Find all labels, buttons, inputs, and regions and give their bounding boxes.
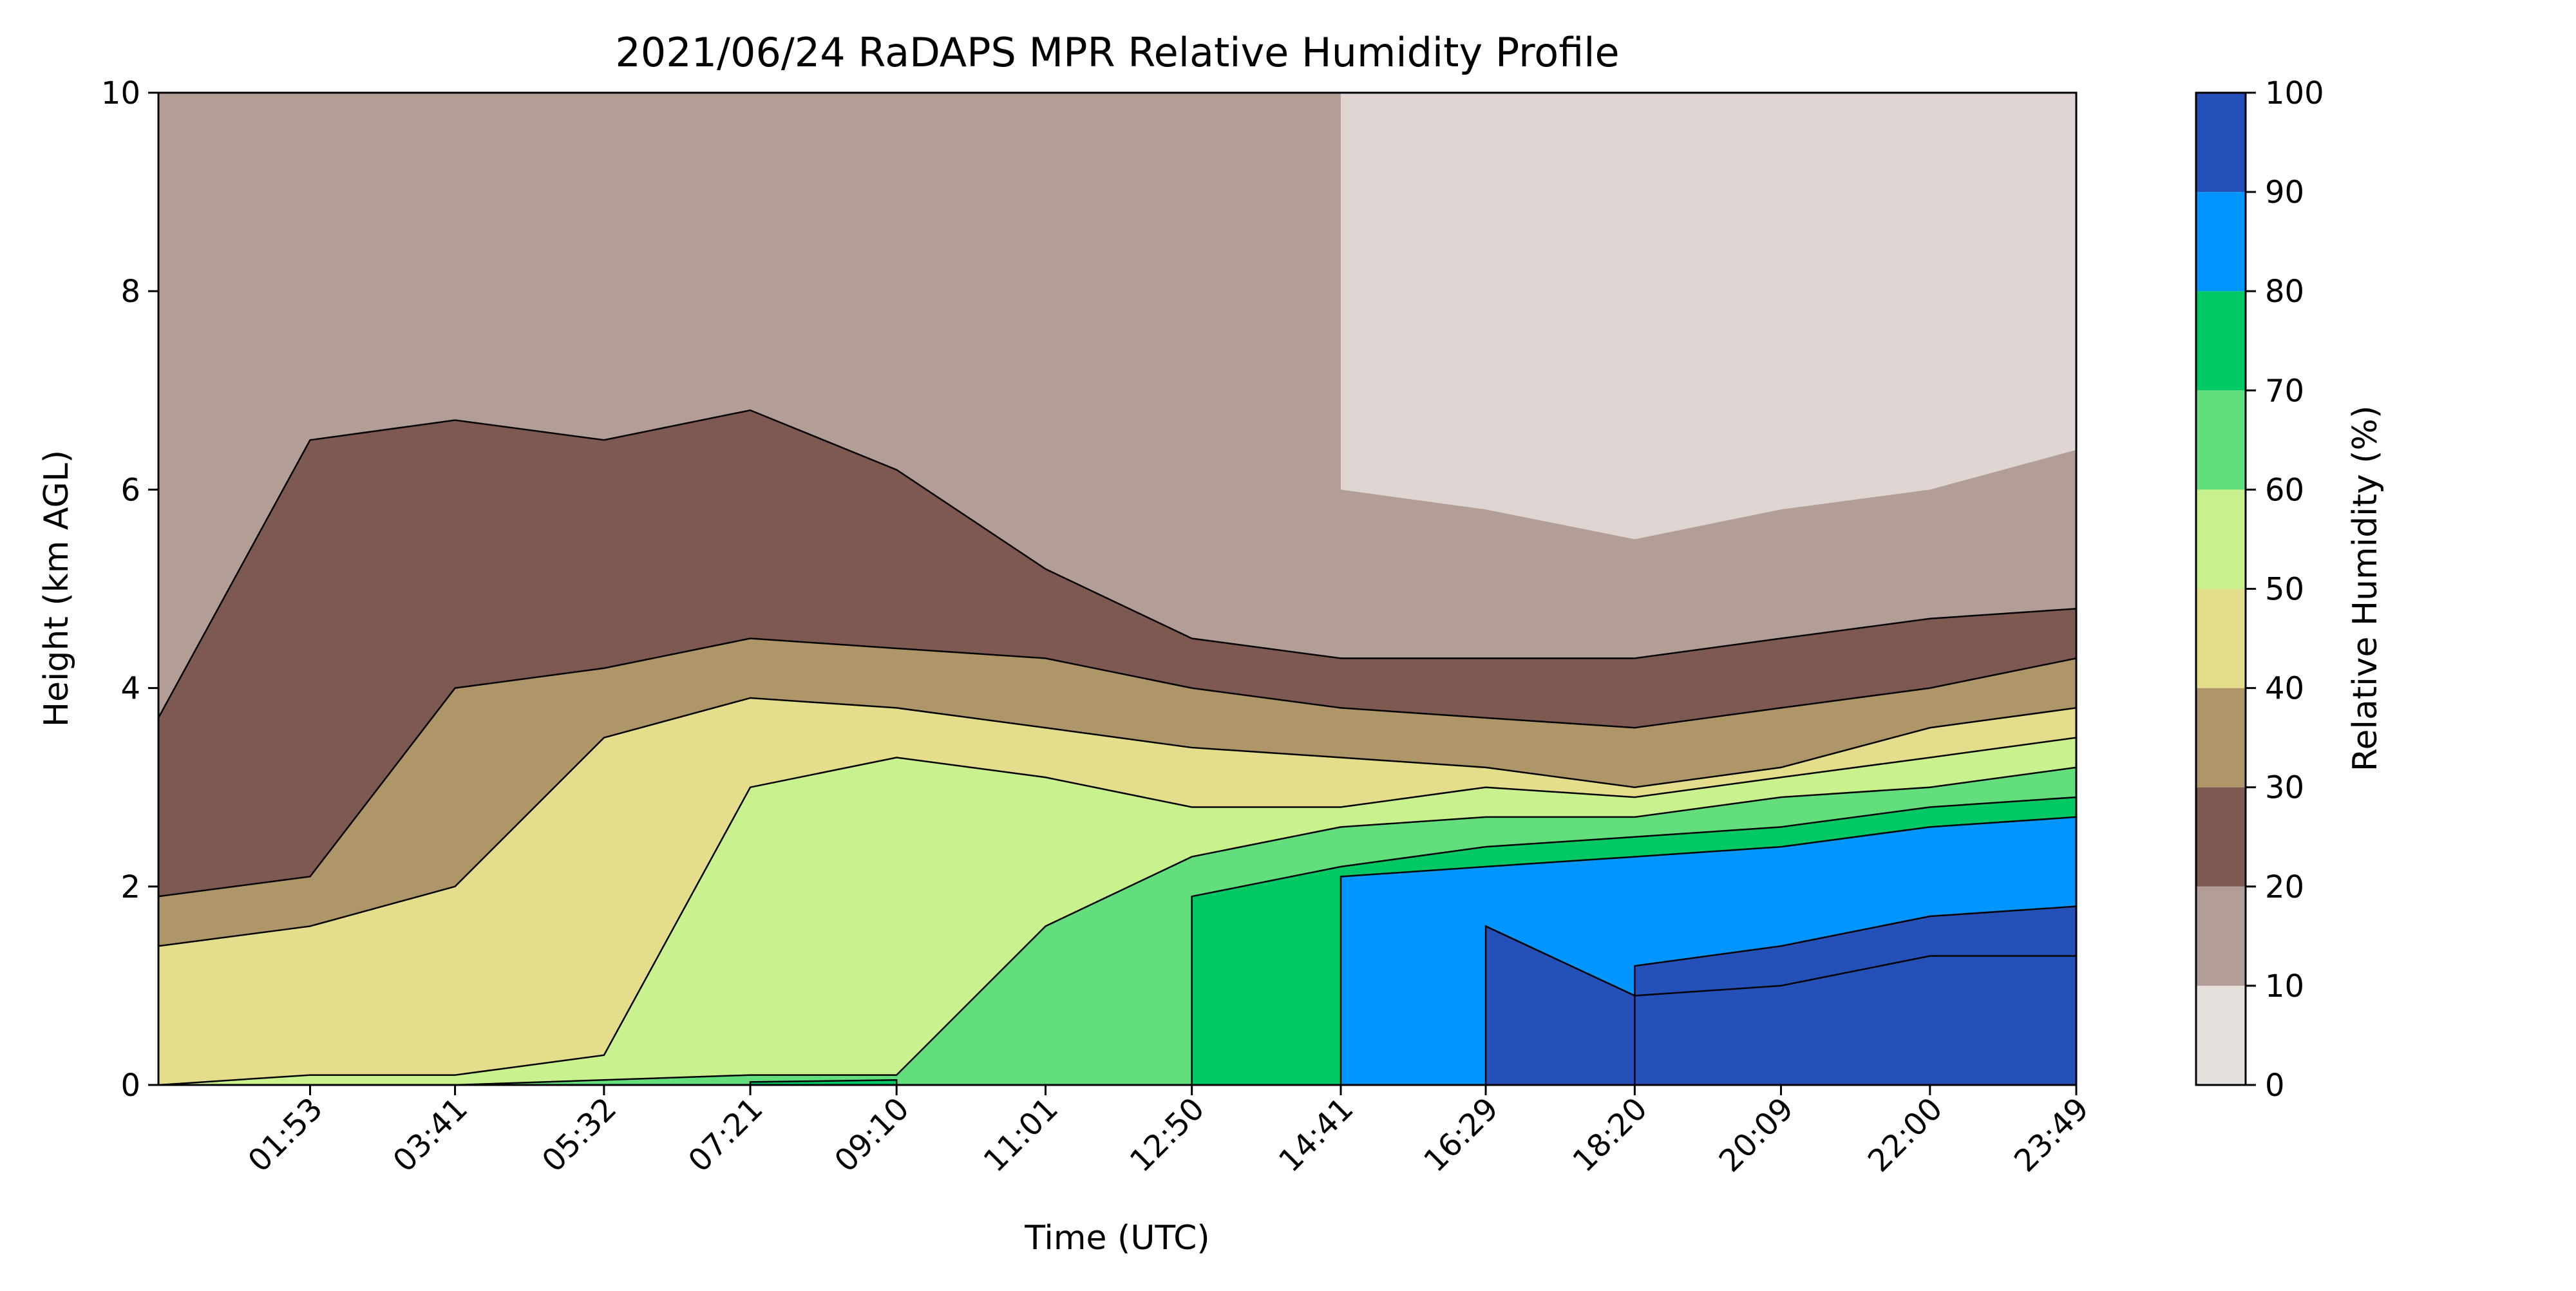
x-axis-label: Time (UTC) bbox=[1024, 1219, 1209, 1258]
rh-band-0-10-upper bbox=[1340, 93, 2076, 540]
rh-band-40-50-contour bbox=[158, 737, 2076, 1085]
x-tick-label: 22:00 bbox=[1861, 1091, 1949, 1179]
x-tick-label: 16:29 bbox=[1417, 1091, 1505, 1179]
colorbar-tick-label: 80 bbox=[2265, 274, 2304, 310]
colorbar-swatch bbox=[2196, 688, 2246, 787]
colorbar-tick-label: 60 bbox=[2265, 472, 2304, 508]
y-tick-label: 2 bbox=[120, 869, 140, 905]
x-tick-label: 01:53 bbox=[242, 1091, 330, 1179]
rh-band-10-20-contour bbox=[158, 409, 2076, 1085]
y-tick-label: 10 bbox=[101, 75, 140, 111]
contour-lines bbox=[158, 409, 2076, 1085]
rh-band-90-100-contour bbox=[1634, 905, 2076, 1085]
colorbar-swatch bbox=[2196, 489, 2246, 589]
colorbar-swatch bbox=[2196, 589, 2246, 688]
y-tick-label: 6 bbox=[120, 472, 140, 508]
y-axis-label: Height (km AGL) bbox=[37, 450, 76, 727]
colorbar-swatch bbox=[2196, 291, 2246, 391]
colorbar: 0 10 20 30 40 50 60 70 80 90 100 bbox=[2195, 75, 2324, 1104]
rh-band-20-30-contour bbox=[158, 637, 2076, 1085]
colorbar-tick-label: 40 bbox=[2265, 671, 2304, 707]
colorbar-tick-label: 50 bbox=[2265, 572, 2304, 608]
x-tick-label: 23:49 bbox=[2007, 1091, 2096, 1179]
colorbar-swatch bbox=[2196, 390, 2246, 490]
colorbar-tick-label: 90 bbox=[2265, 174, 2304, 211]
chart-title: 2021/06/24 RaDAPS MPR Relative Humidity … bbox=[615, 29, 1619, 76]
y-axis: 0 2 4 6 8 10 bbox=[101, 75, 158, 1104]
rh-band-70-80-contour bbox=[1340, 816, 2076, 1085]
rh-band-30-40-contour bbox=[158, 697, 2076, 1085]
rh-band-50-60-contour bbox=[455, 766, 2076, 1085]
colorbar-label: Relative Humidity (%) bbox=[2346, 406, 2385, 772]
colorbar-swatch bbox=[2196, 93, 2246, 193]
colorbar-tick-label: 20 bbox=[2265, 869, 2304, 905]
plot-frame bbox=[157, 91, 2078, 1086]
colorbar-tick-label: 30 bbox=[2265, 770, 2304, 806]
y-tick-label: 0 bbox=[120, 1068, 140, 1104]
plot-area bbox=[158, 93, 2076, 1085]
colorbar-tick-label: 70 bbox=[2265, 373, 2304, 409]
x-tick-label: 18:20 bbox=[1566, 1091, 1654, 1179]
rh-band-80-90-contour bbox=[1484, 925, 2076, 1085]
colorbar-tick-label: 0 bbox=[2265, 1068, 2285, 1104]
rh-band-60-70-contour bbox=[749, 796, 2076, 1085]
colorbar-swatch bbox=[2196, 985, 2246, 1085]
x-axis: 01:53 03:41 05:32 07:21 09:10 11:01 12:50 14:41… bbox=[242, 1085, 2096, 1179]
x-tick-label: 20:09 bbox=[1712, 1091, 1801, 1179]
x-tick-label: 12:50 bbox=[1123, 1091, 1211, 1179]
x-tick-label: 03:41 bbox=[386, 1091, 475, 1179]
x-tick-label: 11:01 bbox=[977, 1091, 1065, 1179]
colorbar-tick-label: 100 bbox=[2265, 75, 2324, 111]
colorbar-tick-label: 10 bbox=[2265, 968, 2304, 1004]
y-tick-label: 8 bbox=[120, 274, 140, 310]
colorbar-swatch bbox=[2196, 787, 2246, 887]
x-tick-label: 07:21 bbox=[681, 1091, 770, 1179]
y-tick-label: 4 bbox=[120, 671, 140, 707]
x-tick-label: 09:10 bbox=[828, 1091, 916, 1179]
colorbar-swatch bbox=[2196, 886, 2246, 986]
x-tick-label: 14:41 bbox=[1272, 1091, 1360, 1179]
colorbar-swatch bbox=[2196, 192, 2246, 292]
x-tick-label: 05:32 bbox=[535, 1091, 623, 1179]
